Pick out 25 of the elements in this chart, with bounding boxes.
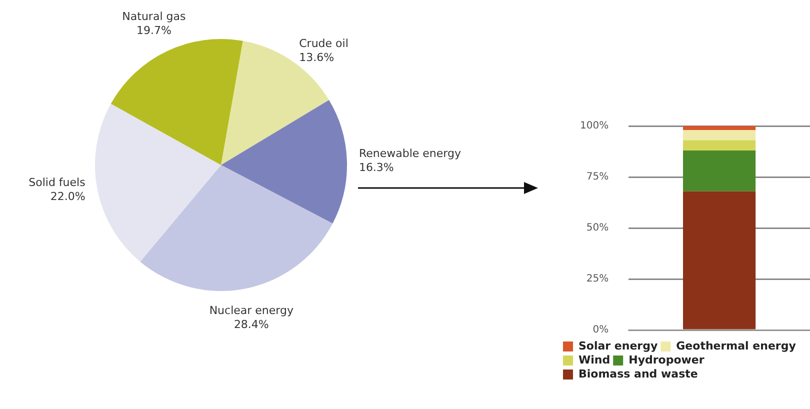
data-label: 19.7%	[136, 24, 172, 38]
bar	[683, 130, 756, 140]
y-tick-label: 75%	[586, 172, 609, 183]
legend-label: Biomass and waste	[578, 367, 698, 380]
y-tick-label: 0%	[592, 324, 609, 336]
bar	[683, 191, 756, 330]
legend-label: Wind	[578, 353, 610, 366]
y-tick-label: 25%	[586, 274, 609, 285]
data-label: 13.6%	[299, 51, 334, 64]
data-label: 16.3%	[358, 160, 394, 174]
bar	[683, 150, 756, 192]
legend-label: Solar energy	[578, 339, 658, 352]
legend-label: Hydropower	[628, 353, 705, 366]
y-tick-label: 50%	[586, 222, 609, 234]
data-label: 28.4%	[234, 318, 269, 331]
data-label: 22.0%	[50, 190, 86, 204]
legend-label: Geothermal energy	[676, 339, 796, 352]
slice-label: Crude oil	[299, 37, 348, 50]
slice-label: Solid fuels	[28, 176, 86, 190]
y-tick-label: 100%	[580, 120, 609, 132]
bar	[683, 140, 756, 150]
slice-label: Nuclear energy	[209, 304, 294, 317]
slice-label: Renewable energy	[358, 146, 462, 160]
bar	[683, 126, 756, 130]
slice-label: Natural gas	[122, 10, 186, 24]
